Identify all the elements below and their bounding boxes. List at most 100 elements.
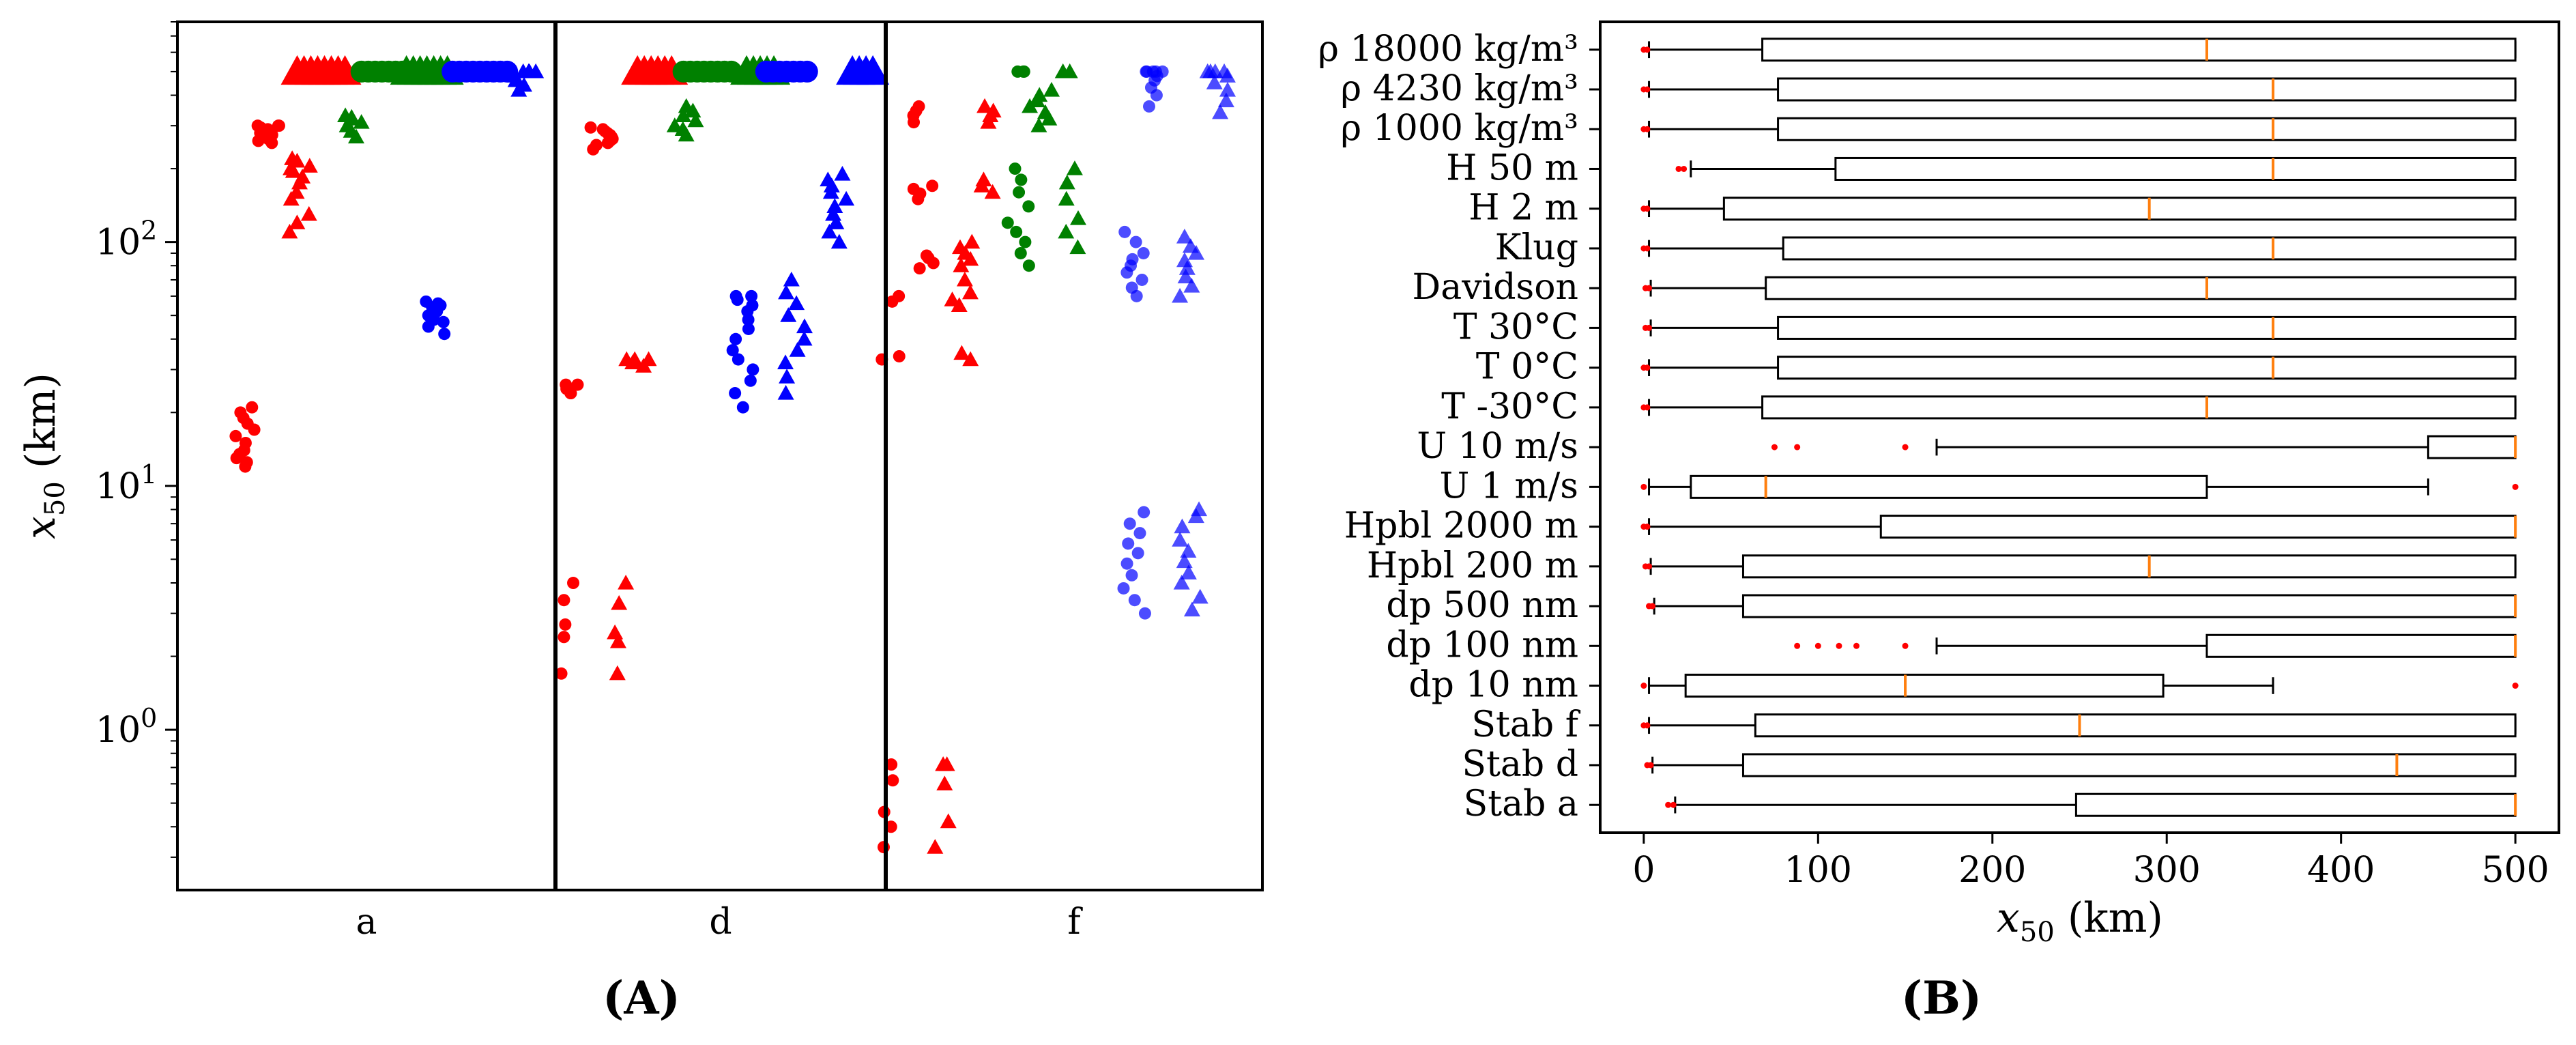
circle-point [729,289,742,302]
triangle-point [666,117,683,132]
boxplot-row [1640,117,2517,141]
triangle-point [788,295,805,311]
circle-point [742,322,755,335]
circle-point [745,289,758,302]
triangle-point [1043,81,1060,97]
category-label: T 0°C [1476,347,1578,388]
category-label: Hpbl 2000 m [1344,506,1578,547]
circle-point [229,429,242,442]
circle-point [1125,569,1138,582]
triangle-point [1183,601,1200,617]
triangle-point [1174,518,1191,534]
circle-point [736,401,749,414]
triangle-point [1172,287,1189,303]
x-tick-label-a: a [356,902,377,943]
category-label: T 30°C [1453,306,1578,347]
circle-point [886,774,899,787]
box [1834,156,2517,181]
x-tick-label: 500 [2482,850,2549,891]
outlier-point [1644,722,1651,729]
category-label: ρ 1000 kg/m³ [1341,108,1578,149]
triangle-point [1180,564,1197,579]
circle-point [246,401,259,414]
circle-point [1009,162,1022,175]
circle-point [1120,557,1133,570]
circle-point [907,182,920,195]
circle-point [558,631,570,644]
triangle-point [515,76,532,92]
x-tick-label: 100 [1784,850,1852,891]
circle-point [1022,259,1035,272]
triangle-point [1177,268,1194,284]
triangle-point [951,239,968,255]
triangle-point [1212,104,1229,119]
outlier-point [1814,642,1821,649]
circle-point [893,349,906,362]
outlier-point [1644,86,1651,93]
triangle-point [1176,553,1193,569]
circle-point [1138,607,1151,620]
circle-point [877,841,890,854]
boxplot-row [1771,435,2517,459]
outlier-point [1644,524,1651,530]
circle-point [920,249,933,262]
circle-point [1010,225,1023,238]
boxplot-row [1640,197,2517,221]
triangle-point [1058,190,1075,206]
outlier-point [1647,762,1654,769]
triangle-point [607,624,624,640]
circle-point [729,387,742,400]
triangle-point [796,330,813,346]
triangle-point [780,307,797,322]
outlier-point [1794,444,1801,450]
triangle-point [975,171,992,187]
box [2205,633,2517,658]
triangle-point [609,633,626,648]
triangle-point [856,55,890,85]
panel-b-label: (B) [1901,971,1982,1025]
boxplot-row [1646,594,2517,618]
circle-point [726,344,739,357]
triangle-point [687,112,704,128]
triangle-point [783,271,800,287]
triangle-point [789,342,806,357]
x-tick-label: 200 [1958,850,2026,891]
triangle-point [779,369,796,384]
triangle-point [953,345,970,360]
triangle-point [281,223,298,239]
x-axis-ticks: 0 100 200 300 400 500 [1632,833,2549,891]
circle-point [1013,186,1026,199]
boxplot-row [1665,792,2517,817]
triangle-point [294,169,311,184]
triangle-point [940,813,957,829]
circle-point [1118,225,1131,238]
triangle-point [838,190,855,206]
triangle-point [611,595,628,610]
category-label: Klug [1495,227,1578,268]
triangle-point [675,107,692,122]
box [1761,38,2517,62]
outlier-point [1675,165,1682,172]
circle-point [1123,517,1136,530]
triangle-point [1031,87,1048,102]
outlier-point [1640,683,1647,689]
outlier-point [1649,603,1656,610]
box [1690,474,2208,499]
box [1684,674,2165,698]
outlier-point [1665,801,1672,808]
circle-point [1135,273,1148,286]
box [1777,315,2517,340]
outlier-point [2512,483,2519,490]
boxplots [1640,38,2519,817]
boxplot-row [1640,674,2519,698]
triangle-point [1202,63,1219,78]
triangle-point [820,171,837,187]
circle-point [1125,281,1138,294]
y-tick-label: 101 [96,459,157,507]
boxplot-row [1675,156,2517,181]
category-label: ρ 4230 kg/m³ [1341,68,1578,109]
circle-point [590,139,603,152]
triangle-point [337,107,354,122]
boxplot-row [1640,474,2519,499]
